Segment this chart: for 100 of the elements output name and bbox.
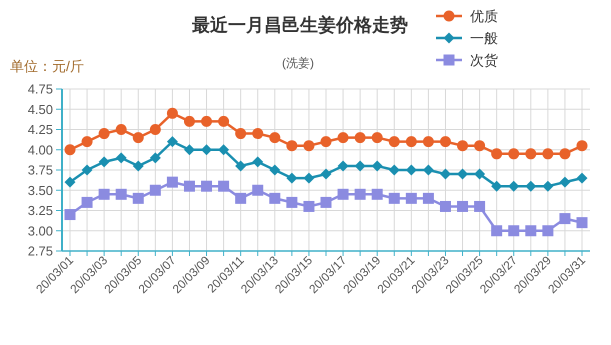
point — [64, 176, 76, 188]
y-tick-label: 2.75 — [28, 244, 53, 258]
point — [166, 136, 178, 148]
point — [372, 160, 383, 172]
point — [354, 188, 366, 200]
point — [354, 132, 366, 144]
point — [286, 140, 298, 152]
point — [218, 180, 230, 192]
y-tick-label: 4.50 — [28, 102, 53, 117]
point — [542, 148, 554, 160]
point — [508, 180, 520, 192]
point — [252, 128, 264, 140]
point — [457, 140, 468, 152]
point — [286, 196, 298, 208]
point — [474, 168, 486, 180]
point — [457, 200, 468, 212]
point — [474, 200, 486, 212]
point — [388, 164, 400, 176]
point — [98, 128, 110, 140]
point — [166, 176, 178, 188]
legend-label: 次货 — [470, 52, 498, 68]
point — [508, 225, 520, 236]
point — [235, 160, 246, 172]
point — [422, 192, 434, 204]
point — [166, 108, 178, 119]
point — [542, 180, 554, 192]
point — [303, 172, 314, 184]
point — [132, 132, 144, 144]
point — [440, 136, 451, 148]
y-tick-label: 3.50 — [28, 182, 53, 198]
point — [457, 168, 468, 180]
y-tick-label: 4.00 — [28, 142, 53, 158]
point — [491, 180, 502, 192]
point — [491, 148, 502, 160]
y-tick-label: 4.75 — [28, 82, 53, 96]
point — [388, 192, 400, 204]
y-tick-label: 3.00 — [28, 223, 53, 238]
point — [132, 160, 144, 172]
point — [491, 225, 502, 236]
point — [406, 136, 417, 148]
point — [525, 180, 536, 192]
point — [440, 168, 451, 180]
point — [184, 180, 195, 192]
point — [303, 140, 314, 152]
point — [150, 184, 161, 196]
point — [269, 164, 280, 176]
point — [372, 132, 383, 144]
point — [150, 124, 161, 135]
point — [116, 188, 127, 200]
legend-label: 优质 — [470, 8, 498, 24]
point — [406, 192, 417, 204]
point — [474, 140, 486, 152]
point — [576, 140, 588, 152]
point — [201, 116, 212, 127]
point — [64, 144, 76, 156]
point — [525, 225, 536, 236]
point — [338, 188, 349, 200]
point — [422, 136, 434, 148]
point — [218, 116, 230, 127]
point — [235, 128, 246, 140]
point — [82, 164, 93, 176]
y-axis-title: 单位：元/斤 — [10, 58, 84, 74]
point — [559, 176, 570, 188]
point — [542, 225, 554, 236]
point — [303, 200, 314, 212]
point — [440, 200, 451, 212]
point — [269, 132, 280, 144]
point — [320, 136, 332, 148]
point — [201, 144, 212, 156]
point — [64, 209, 76, 220]
point — [150, 152, 161, 164]
chart-title: 最近一月昌邑生姜价格走势 — [191, 14, 408, 35]
point — [354, 160, 366, 172]
point — [184, 144, 195, 156]
point — [82, 196, 93, 208]
point — [508, 148, 520, 160]
point — [388, 136, 400, 148]
point — [422, 164, 434, 176]
chart-subtitle: (洗姜) — [282, 56, 314, 70]
point — [559, 213, 570, 224]
point — [320, 168, 332, 180]
point — [559, 148, 570, 160]
point — [252, 184, 264, 196]
point — [82, 136, 93, 148]
point — [252, 156, 264, 168]
point — [218, 144, 230, 156]
point — [406, 164, 417, 176]
point — [98, 156, 110, 168]
point — [201, 180, 212, 192]
point — [116, 152, 127, 164]
point — [525, 148, 536, 160]
point — [184, 116, 195, 127]
point — [338, 132, 349, 144]
point — [116, 124, 127, 135]
point — [576, 172, 588, 184]
y-tick-label: 3.25 — [28, 203, 53, 218]
point — [372, 188, 383, 200]
y-tick-label: 4.25 — [28, 122, 53, 137]
point — [576, 217, 588, 228]
point — [286, 172, 298, 184]
